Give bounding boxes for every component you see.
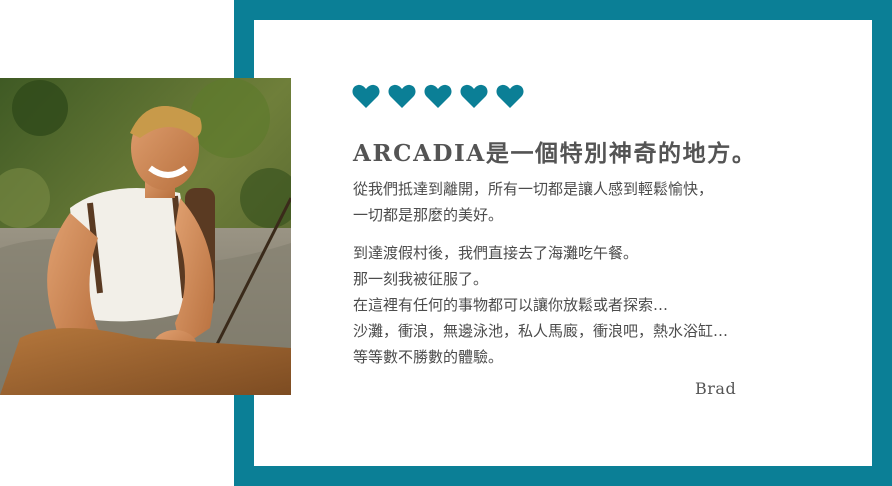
review-line: 在這裡有任何的事物都可以讓你放鬆或者探索… [353,296,669,314]
heart-icon [388,83,416,109]
review-line: 那一刻我被征服了。 [353,270,489,288]
review-paragraph-1: 從我們抵達到離開，所有一切都是讓人感到輕鬆愉快， 一切都是那麼的美好。 [353,176,713,228]
review-line: 從我們抵達到離開，所有一切都是讓人感到輕鬆愉快， [353,180,714,198]
heart-icon [352,83,380,109]
heart-icon [496,83,524,109]
heart-icon [460,83,488,109]
review-title: ARCADIA是一個特別神奇的地方。 [353,140,757,167]
review-paragraph-2: 到達渡假村後，我們直接去了海灘吃午餐。 那一刻我被征服了。 在這裡有任何的事物都… [353,240,728,370]
review-author: Brad [695,379,737,398]
review-line: 到達渡假村後，我們直接去了海灘吃午餐。 [353,244,639,262]
review-line: 沙灘，衝浪，無邊泳池，私人馬廄，衝浪吧，熱水浴缸… [353,322,729,340]
reviewer-photo [0,78,291,395]
heart-rating [352,83,524,109]
heart-icon [424,83,452,109]
review-line: 一切都是那麼的美好。 [353,206,504,224]
review-line: 等等數不勝數的體驗。 [353,348,504,366]
